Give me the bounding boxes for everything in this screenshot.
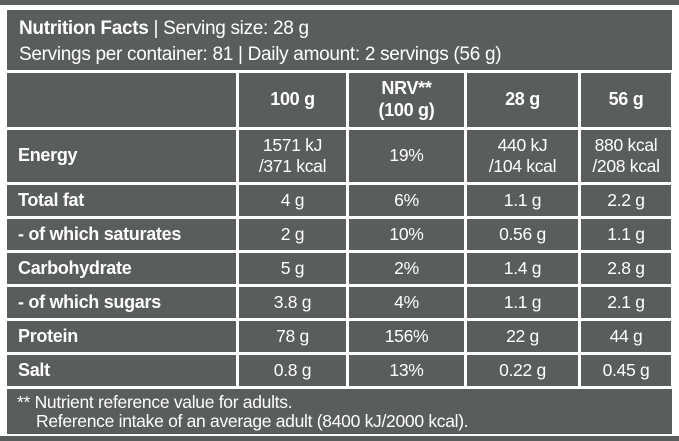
row-label: - of which sugars <box>7 287 236 318</box>
value-100g: 2 g <box>239 219 346 250</box>
value-28g: 0.56 g <box>467 219 578 250</box>
value-28g: 0.22 g <box>467 355 578 386</box>
value-nrv: 4% <box>349 287 464 318</box>
footnote-line1: ** Nutrient reference value for adults. <box>17 392 293 412</box>
value-28g: 1.4 g <box>467 253 578 284</box>
table-row-sugars: - of which sugars 3.8 g 4% 1.1 g 2.1 g <box>7 287 672 318</box>
serving-size-text: | Serving size: 28 g <box>153 18 310 39</box>
value-100g: 5 g <box>239 253 346 284</box>
label-content: Nutrition Facts | Serving size: 28 g Ser… <box>7 10 672 434</box>
label-title: Nutrition Facts <box>19 18 149 39</box>
value-56g: 1.1 g <box>581 219 671 250</box>
footnote-band: ** Nutrient reference value for adults. … <box>7 389 672 434</box>
footnote-line2: Reference intake of an average adult (84… <box>36 411 469 431</box>
column-header-28g: 28 g <box>467 73 578 127</box>
value-100g: 4 g <box>239 185 346 216</box>
value-100g: 0.8 g <box>239 355 346 386</box>
value-28g: 440 kJ /104 kcal <box>467 130 578 182</box>
value-nrv: 19% <box>349 130 464 182</box>
value-56g: 2.1 g <box>581 287 671 318</box>
value-28g: 1.1 g <box>467 185 578 216</box>
value-nrv: 10% <box>349 219 464 250</box>
nutrition-table: 100 g NRV** (100 g) 28 g 56 g Energy 157… <box>7 73 672 386</box>
value-56g: 2.2 g <box>581 185 671 216</box>
value-100g: 1571 kJ /371 kcal <box>239 130 346 182</box>
value-56g: 44 g <box>581 321 671 352</box>
value-nrv: 6% <box>349 185 464 216</box>
bottom-edge-bar <box>0 436 679 441</box>
value-nrv: 156% <box>349 321 464 352</box>
table-row-saturates: - of which saturates 2 g 10% 0.56 g 1.1 … <box>7 219 672 250</box>
value-nrv: 2% <box>349 253 464 284</box>
servings-info-line: Servings per container: 81 | Daily amoun… <box>19 44 502 65</box>
column-header-nrv: NRV** (100 g) <box>349 73 464 127</box>
row-label: Total fat <box>7 185 236 216</box>
top-edge-bar <box>0 0 679 5</box>
table-row-total-fat: Total fat 4 g 6% 1.1 g 2.2 g <box>7 185 672 216</box>
row-label: - of which saturates <box>7 219 236 250</box>
label-header-band: Nutrition Facts | Serving size: 28 g Ser… <box>7 10 672 70</box>
value-28g: 22 g <box>467 321 578 352</box>
row-label: Energy <box>7 130 236 182</box>
value-56g: 0.45 g <box>581 355 671 386</box>
title-line: Nutrition Facts | Serving size: 28 g <box>19 16 660 42</box>
column-header-blank <box>7 73 236 127</box>
table-row-salt: Salt 0.8 g 13% 0.22 g 0.45 g <box>7 355 672 386</box>
value-56g: 880 kcal /208 kcal <box>581 130 671 182</box>
table-row-energy: Energy 1571 kJ /371 kcal 19% 440 kJ /104… <box>7 130 672 182</box>
row-label: Carbohydrate <box>7 253 236 284</box>
table-header-row: 100 g NRV** (100 g) 28 g 56 g <box>7 73 672 127</box>
value-28g: 1.1 g <box>467 287 578 318</box>
table-row-carbohydrate: Carbohydrate 5 g 2% 1.4 g 2.8 g <box>7 253 672 284</box>
column-header-100g: 100 g <box>239 73 346 127</box>
table-row-protein: Protein 78 g 156% 22 g 44 g <box>7 321 672 352</box>
value-nrv: 13% <box>349 355 464 386</box>
column-header-56g: 56 g <box>581 73 671 127</box>
row-label: Salt <box>7 355 236 386</box>
value-100g: 78 g <box>239 321 346 352</box>
value-100g: 3.8 g <box>239 287 346 318</box>
value-56g: 2.8 g <box>581 253 671 284</box>
row-label: Protein <box>7 321 236 352</box>
